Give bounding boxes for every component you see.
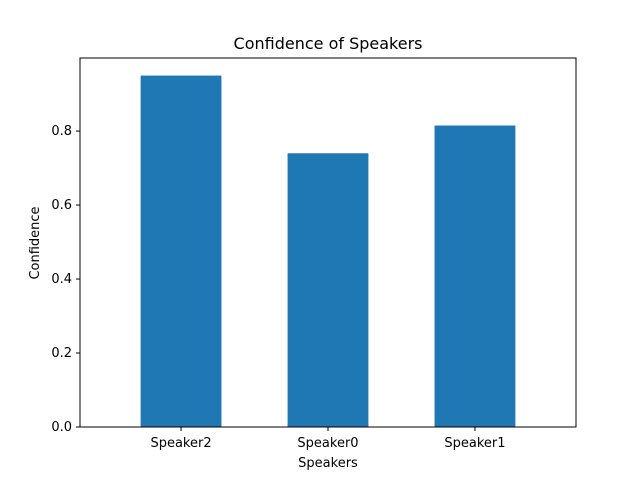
bar-speaker1 (434, 125, 516, 427)
y-tick-label: 0.2 (51, 346, 72, 361)
chart-title: Confidence of Speakers (234, 34, 423, 53)
y-axis-label: Confidence (28, 206, 43, 279)
y-tick-label: 0.0 (51, 420, 72, 435)
x-tick-label: Speaker1 (444, 436, 505, 451)
plot-area: 0.0 0.2 0.4 0.6 0.8 Speaker2 Speaker0 Speaker1 (51, 57, 577, 451)
x-tick-label: Speaker2 (150, 436, 211, 451)
y-tick-label: 0.4 (51, 272, 72, 287)
x-tick-label: Speaker0 (297, 436, 358, 451)
bar-speaker2 (140, 75, 222, 428)
y-tick-label: 0.8 (51, 124, 72, 139)
y-tick-label: 0.6 (51, 198, 72, 213)
bar-speaker0 (287, 153, 369, 427)
x-axis-label: Speakers (298, 456, 358, 471)
